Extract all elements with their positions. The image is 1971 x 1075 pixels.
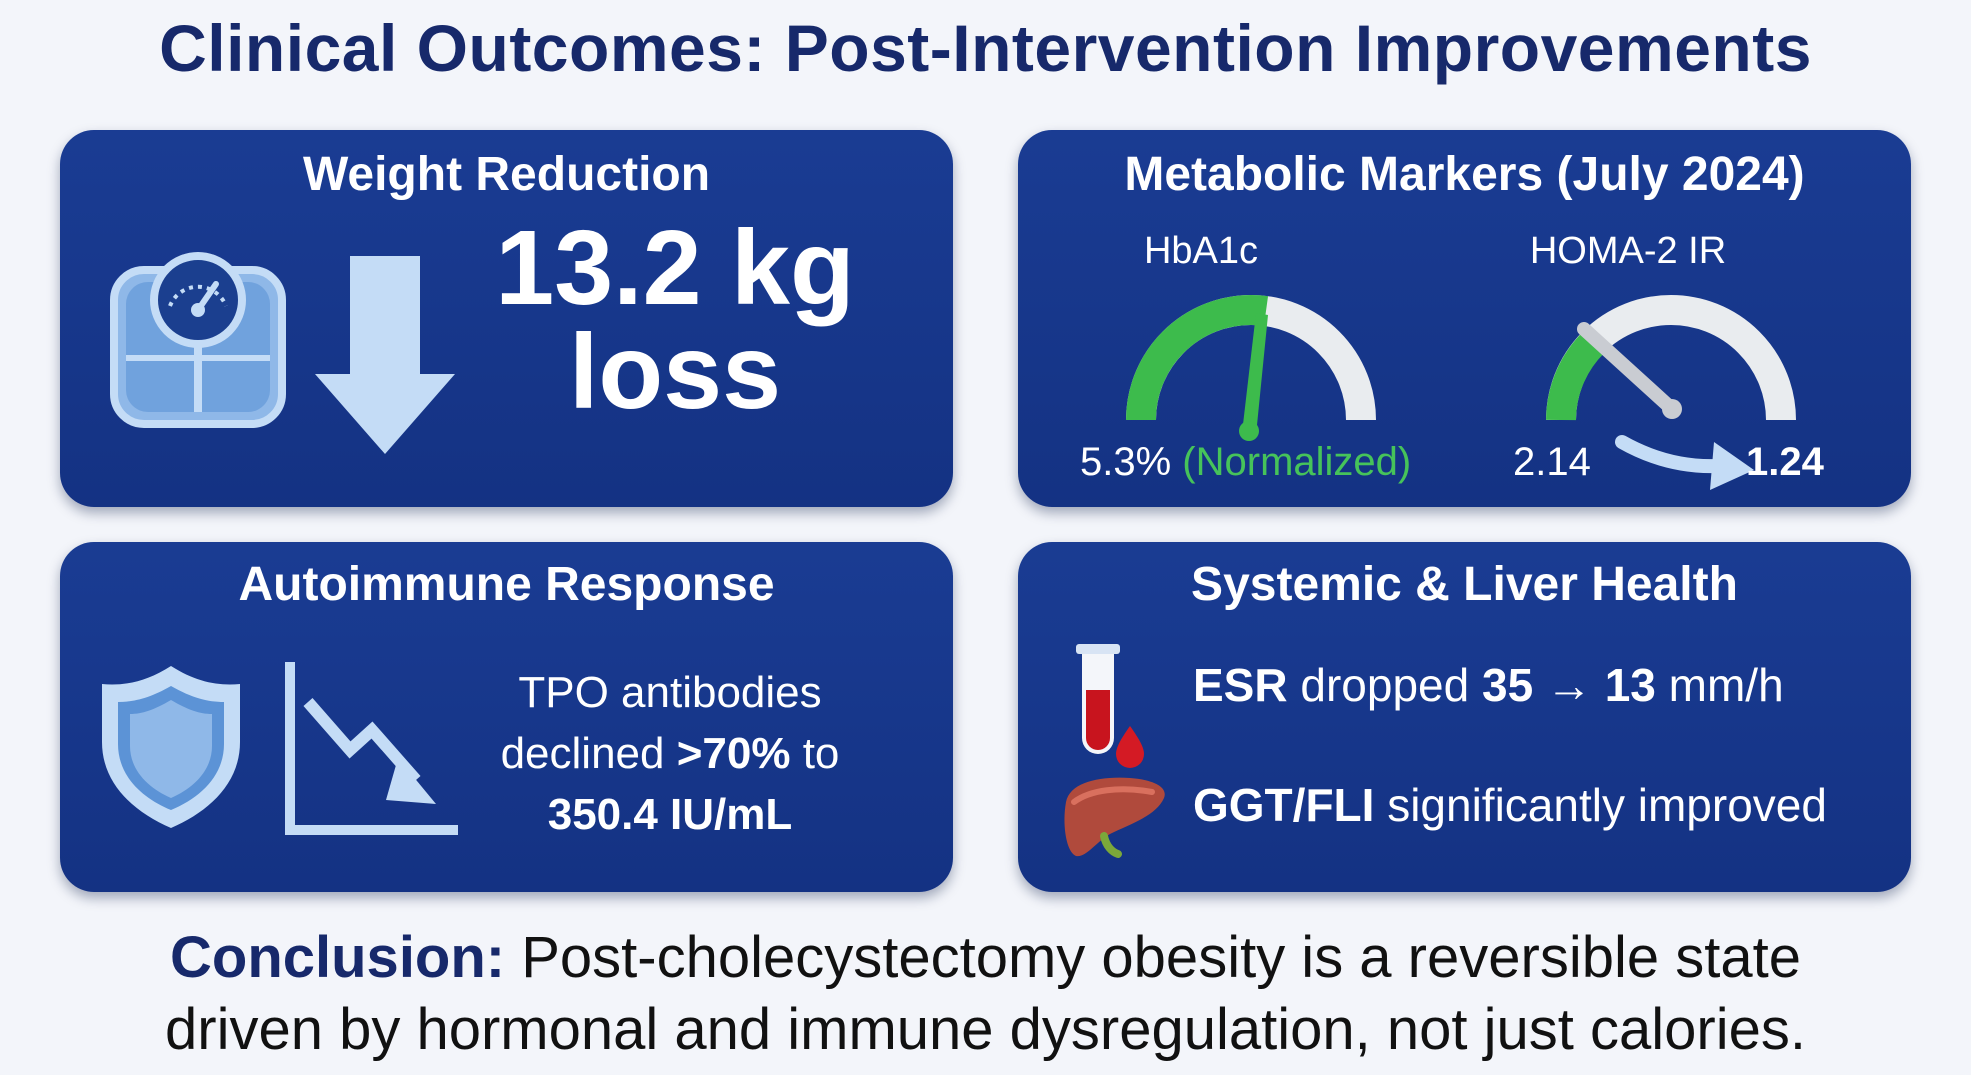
hba1c-gauge-needle: [1242, 313, 1268, 435]
hba1c-note: (Normalized): [1182, 440, 1412, 484]
esr-from: 35: [1481, 659, 1534, 711]
esr-label: ESR: [1193, 659, 1288, 711]
homa-gauge: [1546, 295, 1796, 421]
declining-chart-icon: [285, 662, 458, 835]
homa-before-value: 2.14: [1513, 440, 1591, 484]
metabolic-markers-panel: Metabolic Markers (July 2024) HbA1c HOMA…: [1018, 130, 1911, 507]
hba1c-label: HbA1c: [1143, 230, 1259, 272]
autoimmune-response-panel: Autoimmune Response TPO antibodies decli…: [60, 542, 953, 892]
systemic-liver-panel: Systemic & Liver Health ESR dropped 35 →…: [1018, 542, 1911, 892]
esr-line: ESR dropped 35 → 13 mm/h: [1193, 659, 1784, 711]
homa-gauge-needle: [1577, 322, 1679, 416]
tpo-value: 350.4 IU/mL: [547, 790, 793, 839]
curved-arrow-icon: [1615, 435, 1754, 490]
weight-panel-title: Weight Reduction: [302, 148, 711, 201]
weight-loss-label: loss: [568, 313, 782, 431]
conclusion-line-1: Conclusion: Post-cholecystectomy obesity…: [170, 925, 1801, 990]
ggt-line: GGT/FLI significantly improved: [1193, 779, 1827, 831]
homa-after-value: 1.24: [1746, 440, 1824, 484]
down-arrow-icon: [315, 256, 455, 454]
autoimmune-panel-title: Autoimmune Response: [238, 558, 775, 611]
hba1c-value-line: 5.3% (Normalized): [1080, 440, 1411, 485]
hba1c-value: 5.3%: [1080, 440, 1172, 484]
page-title: Clinical Outcomes: Post-Intervention Imp…: [159, 11, 1812, 85]
weight-reduction-panel: Weight Reduction 13.2 kg loss: [60, 130, 953, 507]
tpo-decline-percent: >70%: [676, 729, 791, 778]
weight-loss-value: 13.2 kg: [495, 209, 855, 327]
tpo-line-2: declined >70% to: [500, 729, 840, 778]
shield-icon: [102, 666, 240, 828]
right-arrow-icon: →: [1545, 659, 1592, 711]
tpo-line-1: TPO antibodies: [518, 668, 822, 717]
conclusion-label: Conclusion:: [170, 925, 506, 990]
esr-to: 13: [1604, 659, 1656, 711]
liver-icon: [1064, 777, 1165, 858]
hba1c-gauge: [1126, 294, 1376, 441]
conclusion-line-2: driven by hormonal and immune dysregulat…: [165, 997, 1806, 1062]
metabolic-panel-title: Metabolic Markers (July 2024): [1124, 148, 1805, 201]
test-tube-icon: [1076, 644, 1144, 768]
ggt-label: GGT/FLI: [1193, 779, 1375, 831]
homa-label: HOMA-2 IR: [1529, 230, 1727, 272]
scale-icon: [110, 252, 286, 428]
conclusion: Conclusion: Post-cholecystectomy obesity…: [0, 922, 1971, 1066]
tpo-summary: TPO antibodies declined >70% to 350.4 IU…: [460, 662, 880, 845]
systemic-panel-title: Systemic & Liver Health: [1191, 558, 1738, 611]
